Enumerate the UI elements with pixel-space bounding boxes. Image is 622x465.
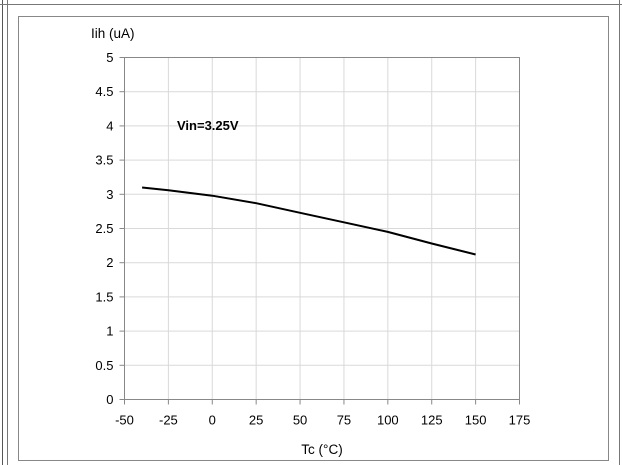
grid [119, 57, 520, 405]
x-tick-label: -25 [159, 413, 178, 428]
x-tick-label: 125 [421, 413, 443, 428]
y-tick-label: 2.5 [95, 221, 113, 236]
plot-area [124, 57, 520, 400]
y-tick-label: 4 [106, 118, 113, 133]
y-tick-label: 0.5 [95, 358, 113, 373]
x-tick-label: 100 [377, 413, 399, 428]
y-tick-labels: 0 0.5 1 1.5 2 2.5 3 3.5 4 4.5 5 [95, 50, 113, 407]
y-tick-label: 3 [106, 187, 113, 202]
x-tick-labels: -50 -25 0 25 50 75 100 125 150 175 [115, 413, 530, 428]
x-tick-label: 50 [293, 413, 307, 428]
x-tick-label: 25 [249, 413, 263, 428]
x-tick-label: 150 [465, 413, 487, 428]
series-line [141, 186, 476, 256]
x-axis-title: Tc (°C) [301, 442, 342, 457]
x-tick-label: 175 [509, 413, 531, 428]
y-tick-label: 2 [106, 255, 113, 270]
chart-area-border [18, 16, 609, 461]
x-tick-label: 0 [209, 413, 216, 428]
y-tick-label: 1.5 [95, 289, 113, 304]
y-tick-label: 3.5 [95, 153, 113, 168]
series-layer [141, 186, 476, 256]
x-tick-label: 75 [337, 413, 351, 428]
condition-annotation: Vin=3.25V [177, 118, 239, 133]
y-axis-title: Iih (uA) [91, 26, 135, 41]
y-tick-label: 1 [106, 324, 113, 339]
y-tick-label: 5 [106, 50, 113, 65]
y-tick-label: 0 [106, 392, 113, 407]
y-tick-label: 4.5 [95, 84, 113, 99]
x-tick-label: -50 [115, 413, 134, 428]
